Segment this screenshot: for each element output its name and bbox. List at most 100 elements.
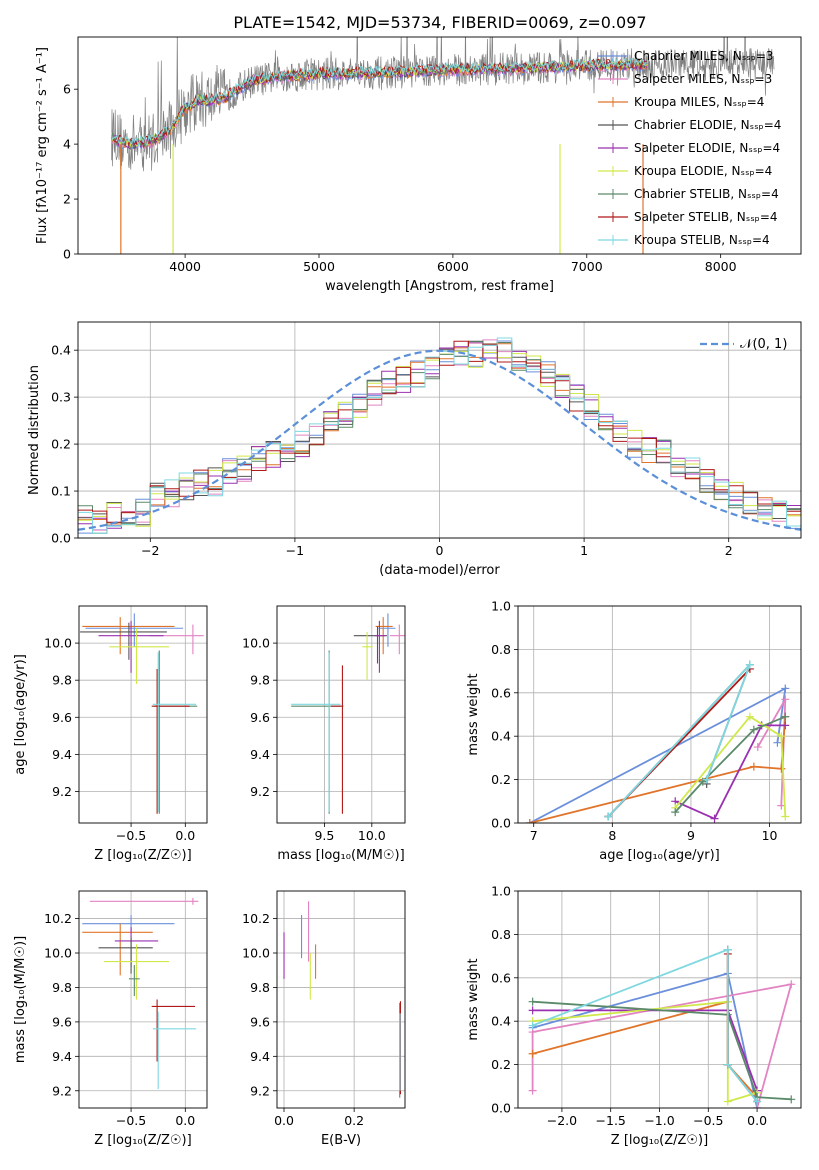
plot-area <box>111 37 775 254</box>
weight-marker <box>528 1021 537 1030</box>
model-spectrum <box>111 57 648 147</box>
weight-marker <box>710 814 719 823</box>
y-tick-label: 0.3 <box>51 390 71 405</box>
weight-line <box>674 715 786 813</box>
plot-area <box>525 660 790 823</box>
y-tick-label: 0.1 <box>51 484 71 499</box>
panel-age-vs-Z: −0.5 0.0 9.2 9.4 9.6 9.8 10.0 Z [log₁₀(Z/Z☉)] ag… <box>13 605 208 863</box>
weight-marker <box>528 1006 537 1015</box>
y-tick-label: 10.2 <box>44 911 72 926</box>
y-tick-label: 0.2 <box>491 1057 511 1072</box>
weight-line <box>529 716 787 823</box>
x-axis-label: age [log₁₀(age/yr)] <box>599 848 720 863</box>
y-tick-label: 9.8 <box>52 673 72 688</box>
weight-marker <box>781 812 790 821</box>
x-axis-label: E(B-V) <box>321 1133 361 1148</box>
y-tick-label: 0.0 <box>51 531 71 546</box>
legend-label: Chabrier STELIB, Nₛₛₚ=4 <box>634 187 779 201</box>
plot-area <box>80 613 204 814</box>
weight-marker <box>528 1086 537 1095</box>
panel-weight-vs-age: 7 8 9 10 0.0 0.2 0.4 0.6 0.8 1.0 age [log₁₀(age/yr… <box>466 599 802 863</box>
x-tick-label: 10.0 <box>358 828 386 843</box>
axes-frame <box>78 605 208 824</box>
x-tick-label: −2.0 <box>547 1113 577 1128</box>
weight-marker <box>723 1097 732 1106</box>
x-tick-label: −0.5 <box>116 1113 146 1128</box>
figure-title: PLATE=1542, MJD=53734, FIBERID=0069, z=0… <box>233 13 646 32</box>
y-tick-label: 10.0 <box>242 636 270 651</box>
x-axis-label: wavelength [Angstrom, rest frame] <box>325 279 554 294</box>
axes-frame <box>276 890 406 1109</box>
model-spectrum <box>111 57 648 148</box>
y-tick-label: 9.4 <box>52 747 72 762</box>
panel-spectrum: 4000 5000 6000 7000 8000 0 2 4 6 wavelength [Angs… <box>35 36 802 294</box>
y-axis-label: Flux [fλ10⁻¹⁷ erg cm⁻² s⁻¹ A⁻¹] <box>35 47 50 244</box>
y-axis-label: mass weight <box>466 673 481 755</box>
x-tick-label: 7000 <box>571 259 603 274</box>
weight-marker <box>753 743 762 752</box>
weight-line <box>674 715 787 817</box>
legend: 𝒩(0, 1) <box>700 337 787 352</box>
x-tick-label: 1 <box>580 543 588 558</box>
x-tick-label: 5000 <box>303 259 335 274</box>
panel-mass-vs-Z: −0.5 0.0 9.2 9.4 9.6 9.8 10.0 10.2 Z [log₁₀(Z/Z☉… <box>13 890 208 1148</box>
axes-frame <box>517 605 802 824</box>
y-tick-label: 9.6 <box>52 1014 72 1029</box>
panel-age-vs-mass: 9.5 10.0 9.2 9.4 9.6 9.8 10.0 mass [log₁₀(M/M☉)… <box>242 605 406 863</box>
x-axis-label: Z [log₁₀(Z/Z☉)] <box>94 848 191 863</box>
y-tick-label: 9.4 <box>52 1049 72 1064</box>
legend-label: Kroupa ELODIE, Nₛₛₚ=4 <box>634 164 772 178</box>
panel-weight-vs-Z: −2.0 −1.5 −1.0 −0.5 0.0 0.0 0.2 0.4 0.6 0.8 1.0 Z [… <box>466 884 802 1148</box>
y-axis-label: mass [log₁₀(M/M☉)] <box>13 936 28 1063</box>
x-tick-label: 10 <box>762 828 778 843</box>
legend-label: 𝒩(0, 1) <box>740 337 787 352</box>
weight-line <box>532 1000 758 1103</box>
weight-line <box>674 724 786 820</box>
x-tick-label: −1 <box>286 543 304 558</box>
legend-label: Salpeter STELIB, Nₛₛₚ=4 <box>634 210 778 224</box>
y-tick-label: 6 <box>63 82 71 97</box>
weight-marker <box>781 712 790 721</box>
plot-area <box>291 613 405 814</box>
y-tick-label: 0.2 <box>51 437 71 452</box>
x-axis-label: mass [log₁₀(M/M☉)] <box>277 848 404 863</box>
y-axis-label: Normed distribution <box>27 365 42 495</box>
weight-marker <box>604 812 613 821</box>
plot-area <box>283 901 401 1098</box>
y-tick-label: 0 <box>63 247 71 262</box>
x-tick-label: 8 <box>608 828 616 843</box>
weight-marker <box>745 712 754 721</box>
weight-marker <box>777 732 786 741</box>
x-tick-label: 0 <box>436 543 444 558</box>
y-axis-label: mass weight <box>466 958 481 1040</box>
y-tick-label: 9.8 <box>250 673 270 688</box>
weight-marker <box>781 684 790 693</box>
weight-marker <box>745 660 754 669</box>
x-tick-label: 2 <box>725 543 733 558</box>
weight-line <box>532 948 758 1103</box>
axes-frame <box>78 890 208 1109</box>
x-axis-label: Z [log₁₀(Z/Z☉)] <box>94 1133 191 1148</box>
y-tick-label: 9.8 <box>52 980 72 995</box>
y-tick-label: 9.2 <box>250 784 270 799</box>
axes-frame <box>77 321 802 539</box>
weight-marker <box>749 725 758 734</box>
weight-marker <box>787 1095 796 1104</box>
x-axis-label: Z [log₁₀(Z/Z☉)] <box>611 1133 708 1148</box>
x-axis-label: (data-model)/error <box>379 563 500 578</box>
weight-line <box>607 663 751 818</box>
x-tick-label: 4000 <box>169 259 201 274</box>
x-tick-label: −0.5 <box>116 828 146 843</box>
x-tick-label: −1.0 <box>644 1113 674 1128</box>
y-tick-label: 0.0 <box>491 816 511 831</box>
weight-marker <box>528 1049 537 1058</box>
x-tick-label: −1.5 <box>596 1113 626 1128</box>
weight-line <box>532 972 758 1108</box>
chart-layer: 4000 5000 6000 7000 8000 0 2 4 6 wavelength [Angs… <box>13 36 802 1148</box>
y-tick-label: 9.4 <box>250 747 270 762</box>
weight-marker <box>723 1060 732 1069</box>
model-spectrum <box>111 57 648 149</box>
y-tick-label: 0.6 <box>491 685 511 700</box>
y-tick-label: 0.2 <box>491 772 511 787</box>
weight-line <box>532 1000 792 1101</box>
